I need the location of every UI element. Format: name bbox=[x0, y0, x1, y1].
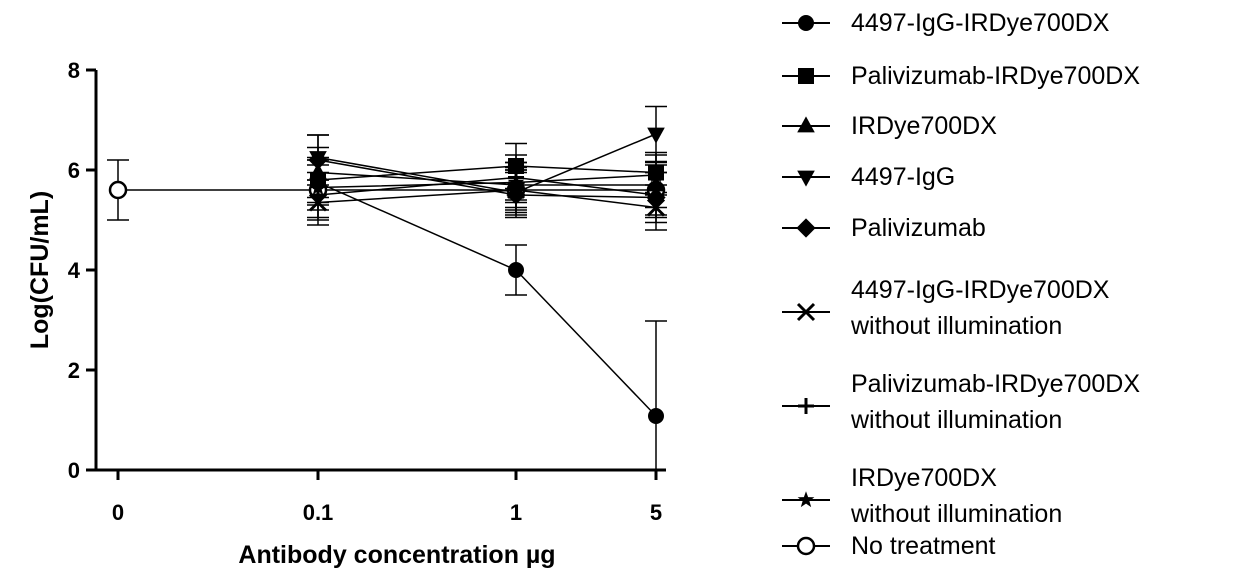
legend-label: without illumination bbox=[850, 406, 1062, 434]
x-tick-label: 5 bbox=[650, 500, 662, 525]
legend-label: IRDye700DX bbox=[851, 112, 997, 140]
x-tick-label: 0 bbox=[112, 500, 124, 525]
data-point bbox=[646, 198, 666, 217]
data-point bbox=[507, 173, 525, 190]
legend-label: Palivizumab bbox=[851, 214, 986, 242]
legend-item: Palivizumab-IRDye700DX bbox=[782, 62, 1140, 90]
x-tick-label: 0.1 bbox=[303, 500, 334, 525]
data-point bbox=[508, 158, 524, 174]
y-ticks: 0 2 4 6 8 bbox=[68, 58, 96, 483]
data-point bbox=[647, 166, 665, 183]
y-tick-label: 4 bbox=[68, 258, 81, 283]
data-point bbox=[508, 262, 524, 278]
y-axis-label: Log(CFU/mL) bbox=[26, 191, 54, 349]
legend-label: Palivizumab-IRDye700DX bbox=[851, 370, 1140, 398]
legend-marker bbox=[796, 218, 816, 238]
data-point bbox=[506, 180, 526, 200]
legend-label: 4497-IgG bbox=[851, 163, 955, 191]
legend-marker bbox=[796, 536, 816, 556]
legend-label: 4497-IgG-IRDye700DX bbox=[851, 9, 1110, 37]
legend-item: IRDye700DX without illumination bbox=[782, 464, 1062, 528]
legend-item: 4497-IgG bbox=[782, 163, 955, 191]
x-axis-label: Antibody concentration µg bbox=[238, 541, 555, 569]
series-line bbox=[317, 181, 657, 417]
legend-label: without illumination bbox=[850, 312, 1062, 340]
error-bars bbox=[107, 105, 667, 470]
data-point bbox=[647, 175, 665, 192]
y-tick-label: 0 bbox=[68, 458, 80, 483]
data-point bbox=[309, 178, 327, 195]
legend-label: 4497-IgG-IRDye700DX bbox=[851, 276, 1110, 304]
data-point bbox=[506, 185, 526, 205]
legend-marker bbox=[796, 302, 816, 322]
legend-item: 4497-IgG-IRDye700DX without illumination bbox=[782, 276, 1110, 340]
legend-marker bbox=[798, 68, 814, 84]
legend-item: No treatment bbox=[782, 532, 996, 560]
legend: 4497-IgG-IRDye700DX Palivizumab-IRDye700D… bbox=[782, 9, 1140, 560]
legend-label: No treatment bbox=[851, 532, 996, 560]
legend-marker bbox=[798, 398, 814, 414]
x-tick-label: 1 bbox=[510, 500, 522, 525]
data-point bbox=[309, 162, 327, 179]
series-lines bbox=[118, 133, 657, 417]
legend-marker bbox=[797, 491, 815, 508]
legend-label: IRDye700DX bbox=[851, 464, 997, 492]
error-bar bbox=[645, 320, 667, 470]
legend-label: without illumination bbox=[850, 500, 1062, 528]
plot-area: 0 2 4 6 8 0 0.1 1 5 bbox=[68, 58, 667, 525]
legend-item: Palivizumab-IRDye700DX without illuminati… bbox=[782, 370, 1140, 434]
legend-marker bbox=[798, 15, 814, 31]
markers bbox=[108, 127, 666, 424]
y-tick-label: 2 bbox=[68, 358, 80, 383]
x-ticks: 0 0.1 1 5 bbox=[112, 470, 662, 525]
legend-item: 4497-IgG-IRDye700DX bbox=[782, 9, 1110, 37]
legend-label: Palivizumab-IRDye700DX bbox=[851, 62, 1140, 90]
legend-item: IRDye700DX bbox=[782, 112, 997, 140]
data-point bbox=[648, 408, 664, 424]
legend-item: Palivizumab bbox=[782, 214, 986, 242]
data-point bbox=[647, 127, 665, 144]
data-point bbox=[308, 150, 328, 170]
data-point bbox=[648, 187, 664, 203]
legend-marker bbox=[797, 170, 815, 187]
legend-marker bbox=[797, 116, 815, 133]
y-tick-label: 8 bbox=[68, 58, 80, 83]
y-tick-label: 6 bbox=[68, 158, 80, 183]
data-point bbox=[108, 180, 128, 200]
